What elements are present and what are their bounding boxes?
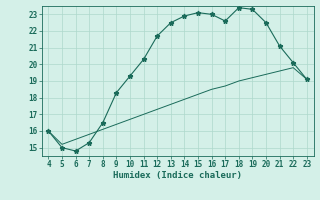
X-axis label: Humidex (Indice chaleur): Humidex (Indice chaleur)	[113, 171, 242, 180]
